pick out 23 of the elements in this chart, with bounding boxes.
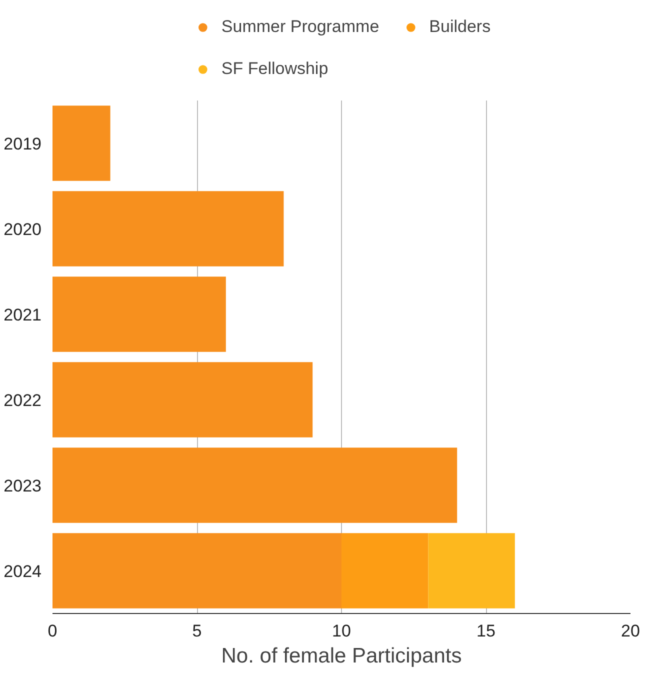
y-tick-label: 2022 (4, 390, 42, 410)
y-tick-label: 2021 (4, 305, 42, 324)
legend-label: Summer Programme (221, 16, 380, 36)
x-tick-label: 15 (476, 622, 496, 640)
y-tick-label: 2020 (4, 220, 42, 239)
bar (52, 362, 313, 438)
x-tick-label: 10 (332, 622, 351, 640)
y-tick-label: 2024 (4, 562, 42, 581)
bar (428, 533, 515, 608)
x-axis-title: No. of female Participants (221, 644, 462, 668)
x-tick-label: 0 (48, 622, 58, 640)
bar (52, 106, 110, 181)
bar (342, 533, 428, 608)
bar (52, 191, 284, 266)
x-tick-label: 5 (192, 622, 202, 640)
y-tick-label: 2023 (4, 476, 42, 496)
y-tick-label: 2019 (4, 134, 42, 154)
bar (52, 276, 226, 352)
bar (52, 448, 458, 523)
bar (52, 533, 342, 608)
legend-label: SF Fellowship (221, 58, 328, 78)
x-tick-label: 20 (621, 622, 640, 640)
legend-label: Builders (429, 16, 491, 36)
